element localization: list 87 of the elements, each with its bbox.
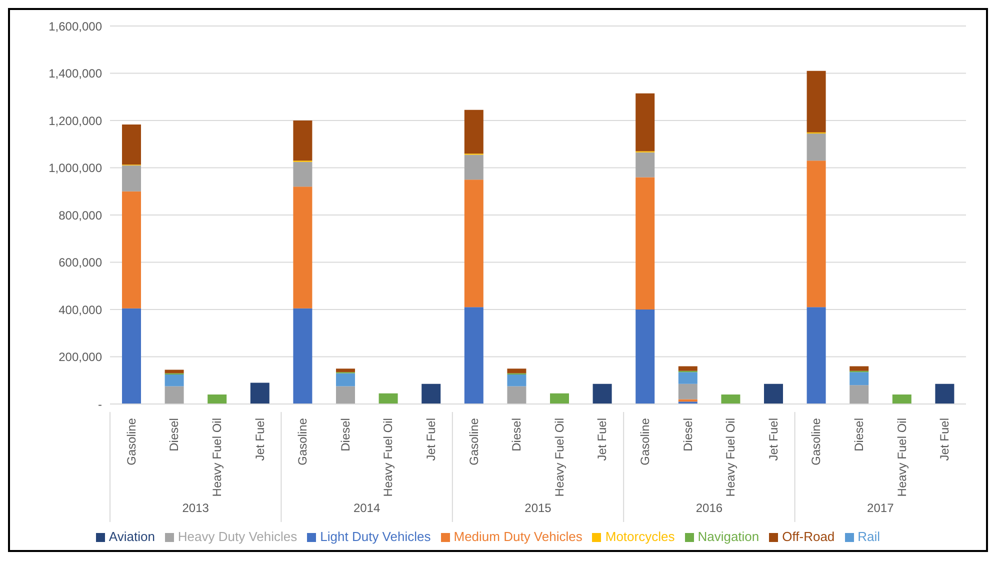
bar xyxy=(678,384,698,400)
legend-label: Navigation xyxy=(698,529,760,544)
bar xyxy=(164,374,184,386)
bar xyxy=(464,154,484,180)
bar xyxy=(507,368,526,374)
y-tick-label: 1,000,000 xyxy=(48,161,102,176)
y-tick-label: 1,600,000 xyxy=(48,19,102,34)
x-tick-label: Diesel xyxy=(510,418,524,452)
x-tick-label: Heavy Fuel Oil xyxy=(724,418,738,497)
bar xyxy=(636,177,655,310)
x-tick-label: Jet Fuel xyxy=(424,418,438,461)
text: 2015 xyxy=(524,501,552,515)
x-tick-label: Gasoline xyxy=(124,418,138,466)
bar xyxy=(122,191,141,308)
bar xyxy=(935,384,954,404)
bar xyxy=(164,370,184,374)
bar xyxy=(806,133,826,161)
bar xyxy=(850,366,869,371)
bar xyxy=(336,368,355,372)
x-tick-label: Jet Fuel xyxy=(938,418,952,461)
bar xyxy=(550,393,569,404)
y-tick-label: 400,000 xyxy=(58,302,102,317)
x-tick-label: Diesel xyxy=(852,418,866,452)
x-tick-label: Heavy Fuel Oil xyxy=(552,418,566,497)
bar xyxy=(293,186,312,308)
text: 2014 xyxy=(353,501,380,515)
bar xyxy=(636,93,655,152)
bar xyxy=(122,308,141,404)
bar xyxy=(464,110,484,154)
y-tick-label: 200,000 xyxy=(58,350,102,364)
y-tick-label: 800,000 xyxy=(58,208,102,222)
bar xyxy=(464,307,484,404)
bar xyxy=(122,124,141,165)
bar xyxy=(764,384,783,404)
x-tick-label: Diesel xyxy=(167,418,182,452)
bar xyxy=(378,393,398,404)
bar xyxy=(250,382,270,404)
y-tick-label: 1,400,000 xyxy=(48,66,102,81)
text: 2016 xyxy=(696,501,723,515)
x-tick-label: Diesel xyxy=(680,418,695,452)
bar xyxy=(592,384,612,404)
legend-label: Medium Duty Vehicles xyxy=(454,529,582,544)
bar xyxy=(293,120,312,161)
x-tick-label: Jet Fuel xyxy=(252,418,267,461)
x-tick-label: Gasoline xyxy=(466,418,481,466)
x-tick-label: Gasoline xyxy=(638,418,652,466)
x-tick-label: Jet Fuel xyxy=(766,418,780,461)
bar xyxy=(208,394,227,404)
y-tick-label: 600,000 xyxy=(58,256,102,270)
bar xyxy=(636,152,655,178)
y-tick-label: 1,200,000 xyxy=(48,114,102,128)
bar xyxy=(850,372,869,386)
bar xyxy=(806,70,826,132)
bar xyxy=(293,162,312,187)
x-tick-label: Gasoline xyxy=(296,418,310,466)
bar xyxy=(507,386,526,404)
bar xyxy=(164,386,184,404)
bar xyxy=(422,384,441,404)
x-tick-label: Heavy Fuel Oil xyxy=(210,418,224,497)
bar xyxy=(806,307,826,404)
bar xyxy=(721,394,740,404)
bar xyxy=(892,394,912,404)
bar xyxy=(678,372,698,384)
text: 2017 xyxy=(867,501,894,515)
bar xyxy=(507,374,526,386)
bar xyxy=(336,373,355,386)
x-tick-label: Jet Fuel xyxy=(595,418,610,461)
legend-label: Heavy Duty Vehicles xyxy=(178,529,298,544)
x-tick-label: Diesel xyxy=(338,418,352,452)
bar xyxy=(636,310,655,404)
x-tick-label: Heavy Fuel Oil xyxy=(894,418,909,497)
bar xyxy=(336,386,355,404)
bar xyxy=(806,160,826,308)
legend-label: Aviation xyxy=(108,529,155,544)
bar xyxy=(122,165,141,192)
legend-label: Off-Road xyxy=(782,529,835,544)
legend-label: Light Duty Vehicles xyxy=(320,529,431,544)
bar xyxy=(293,308,312,404)
bar xyxy=(464,180,484,308)
x-tick-label: Gasoline xyxy=(809,418,824,466)
text: 2013 xyxy=(182,501,210,515)
legend-label: Motorcycles xyxy=(605,529,675,544)
x-tick-label: Heavy Fuel Oil xyxy=(381,418,396,497)
bar xyxy=(850,385,869,404)
y-tick-label: - xyxy=(98,397,102,412)
bar xyxy=(678,366,698,371)
legend-label: Rail xyxy=(858,529,880,544)
